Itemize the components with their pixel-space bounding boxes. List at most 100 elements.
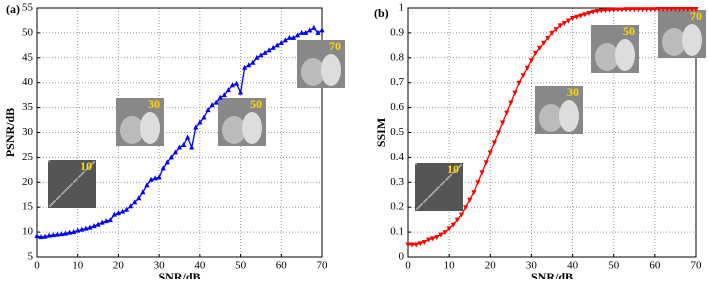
x-axis-label: SNR/dB	[158, 270, 200, 279]
x-tick-label: 20	[485, 260, 497, 272]
x-tick-label: 40	[567, 260, 579, 272]
marker	[623, 7, 629, 13]
marker	[156, 174, 162, 180]
marker	[286, 34, 293, 40]
marker	[172, 149, 179, 155]
marker	[119, 208, 126, 214]
marker	[434, 235, 440, 241]
marker	[582, 12, 588, 18]
marker	[221, 92, 227, 98]
marker	[656, 6, 662, 12]
marker	[128, 203, 134, 209]
marker	[217, 94, 223, 100]
marker	[152, 175, 158, 181]
inset-noise	[415, 163, 417, 165]
marker	[660, 6, 666, 12]
marker	[602, 8, 609, 14]
inset-noise	[71, 183, 73, 185]
marker	[311, 24, 317, 30]
marker	[246, 62, 252, 68]
marker	[454, 217, 460, 223]
marker	[537, 45, 543, 51]
marker	[532, 50, 539, 56]
marker	[140, 189, 146, 195]
x-tick-label: 70	[691, 260, 703, 272]
y-tick-label: 0.4	[390, 151, 404, 163]
panel-label: (a)	[6, 2, 20, 16]
x-tick-label: 20	[113, 260, 125, 272]
marker	[615, 7, 621, 13]
inset-pepper	[539, 104, 563, 132]
x-tick-label: 0	[405, 260, 411, 272]
inset-pepper	[321, 54, 341, 86]
marker	[421, 240, 428, 246]
marker	[282, 37, 288, 43]
inset-noise	[448, 176, 450, 178]
marker	[185, 134, 191, 140]
marker	[491, 140, 497, 146]
marker	[213, 99, 219, 105]
marker	[500, 120, 506, 126]
inset-noise	[91, 163, 93, 165]
y-tick-label: 0.6	[390, 101, 404, 113]
marker	[168, 154, 174, 160]
inset-noise	[441, 183, 443, 185]
marker	[586, 10, 592, 16]
x-tick-label: 30	[154, 260, 166, 272]
y-axis-label: SSIM	[374, 118, 388, 147]
inset-image: 30	[116, 97, 164, 146]
inset-noise	[83, 171, 85, 173]
inset-noise	[431, 193, 433, 195]
y-tick-label: 35	[22, 101, 34, 113]
inset-noise	[59, 195, 61, 197]
marker	[189, 144, 195, 150]
y-tick-label: 15	[22, 201, 34, 213]
inset-noise	[64, 190, 66, 192]
marker	[471, 190, 477, 196]
marker	[578, 13, 584, 19]
marker	[458, 212, 465, 218]
marker	[438, 232, 444, 238]
inset-noise	[74, 180, 76, 182]
marker	[42, 233, 48, 239]
y-tick-label: 0	[399, 251, 405, 263]
x-tick-label: 40	[194, 260, 206, 272]
marker	[545, 35, 551, 41]
inset-image: 70	[658, 9, 706, 58]
inset-image: 30	[535, 85, 583, 134]
inset-pepper	[301, 58, 325, 86]
marker	[508, 100, 514, 106]
marker	[569, 15, 576, 21]
marker	[639, 7, 646, 13]
marker	[71, 229, 77, 235]
inset-noise	[443, 181, 445, 183]
marker	[266, 47, 272, 53]
inset-pepper	[595, 43, 619, 71]
inset-pepper	[682, 24, 702, 56]
y-tick-label: 25	[22, 151, 34, 163]
marker	[430, 236, 436, 242]
inset-pepper	[242, 112, 262, 144]
marker	[442, 230, 448, 236]
marker	[315, 29, 321, 35]
y-tick-label: 0.1	[390, 226, 404, 238]
marker	[254, 54, 260, 60]
inset-image: 50	[591, 24, 639, 73]
marker	[664, 6, 670, 12]
inset-pepper	[662, 28, 686, 56]
inset-image: 70	[297, 39, 345, 88]
x-tick-label: 50	[235, 260, 247, 272]
inset-noise	[79, 175, 81, 177]
plot-frame	[407, 7, 697, 258]
marker	[237, 89, 244, 95]
marker	[197, 119, 203, 125]
y-tick-label: 0.9	[390, 26, 404, 38]
marker	[83, 225, 89, 231]
y-tick-label: 40	[22, 76, 34, 88]
inset-noise	[450, 174, 452, 176]
marker	[307, 27, 313, 33]
marker	[242, 64, 248, 70]
inset-noise	[460, 164, 462, 166]
marker	[541, 40, 547, 46]
inset-label: 10	[447, 162, 459, 176]
